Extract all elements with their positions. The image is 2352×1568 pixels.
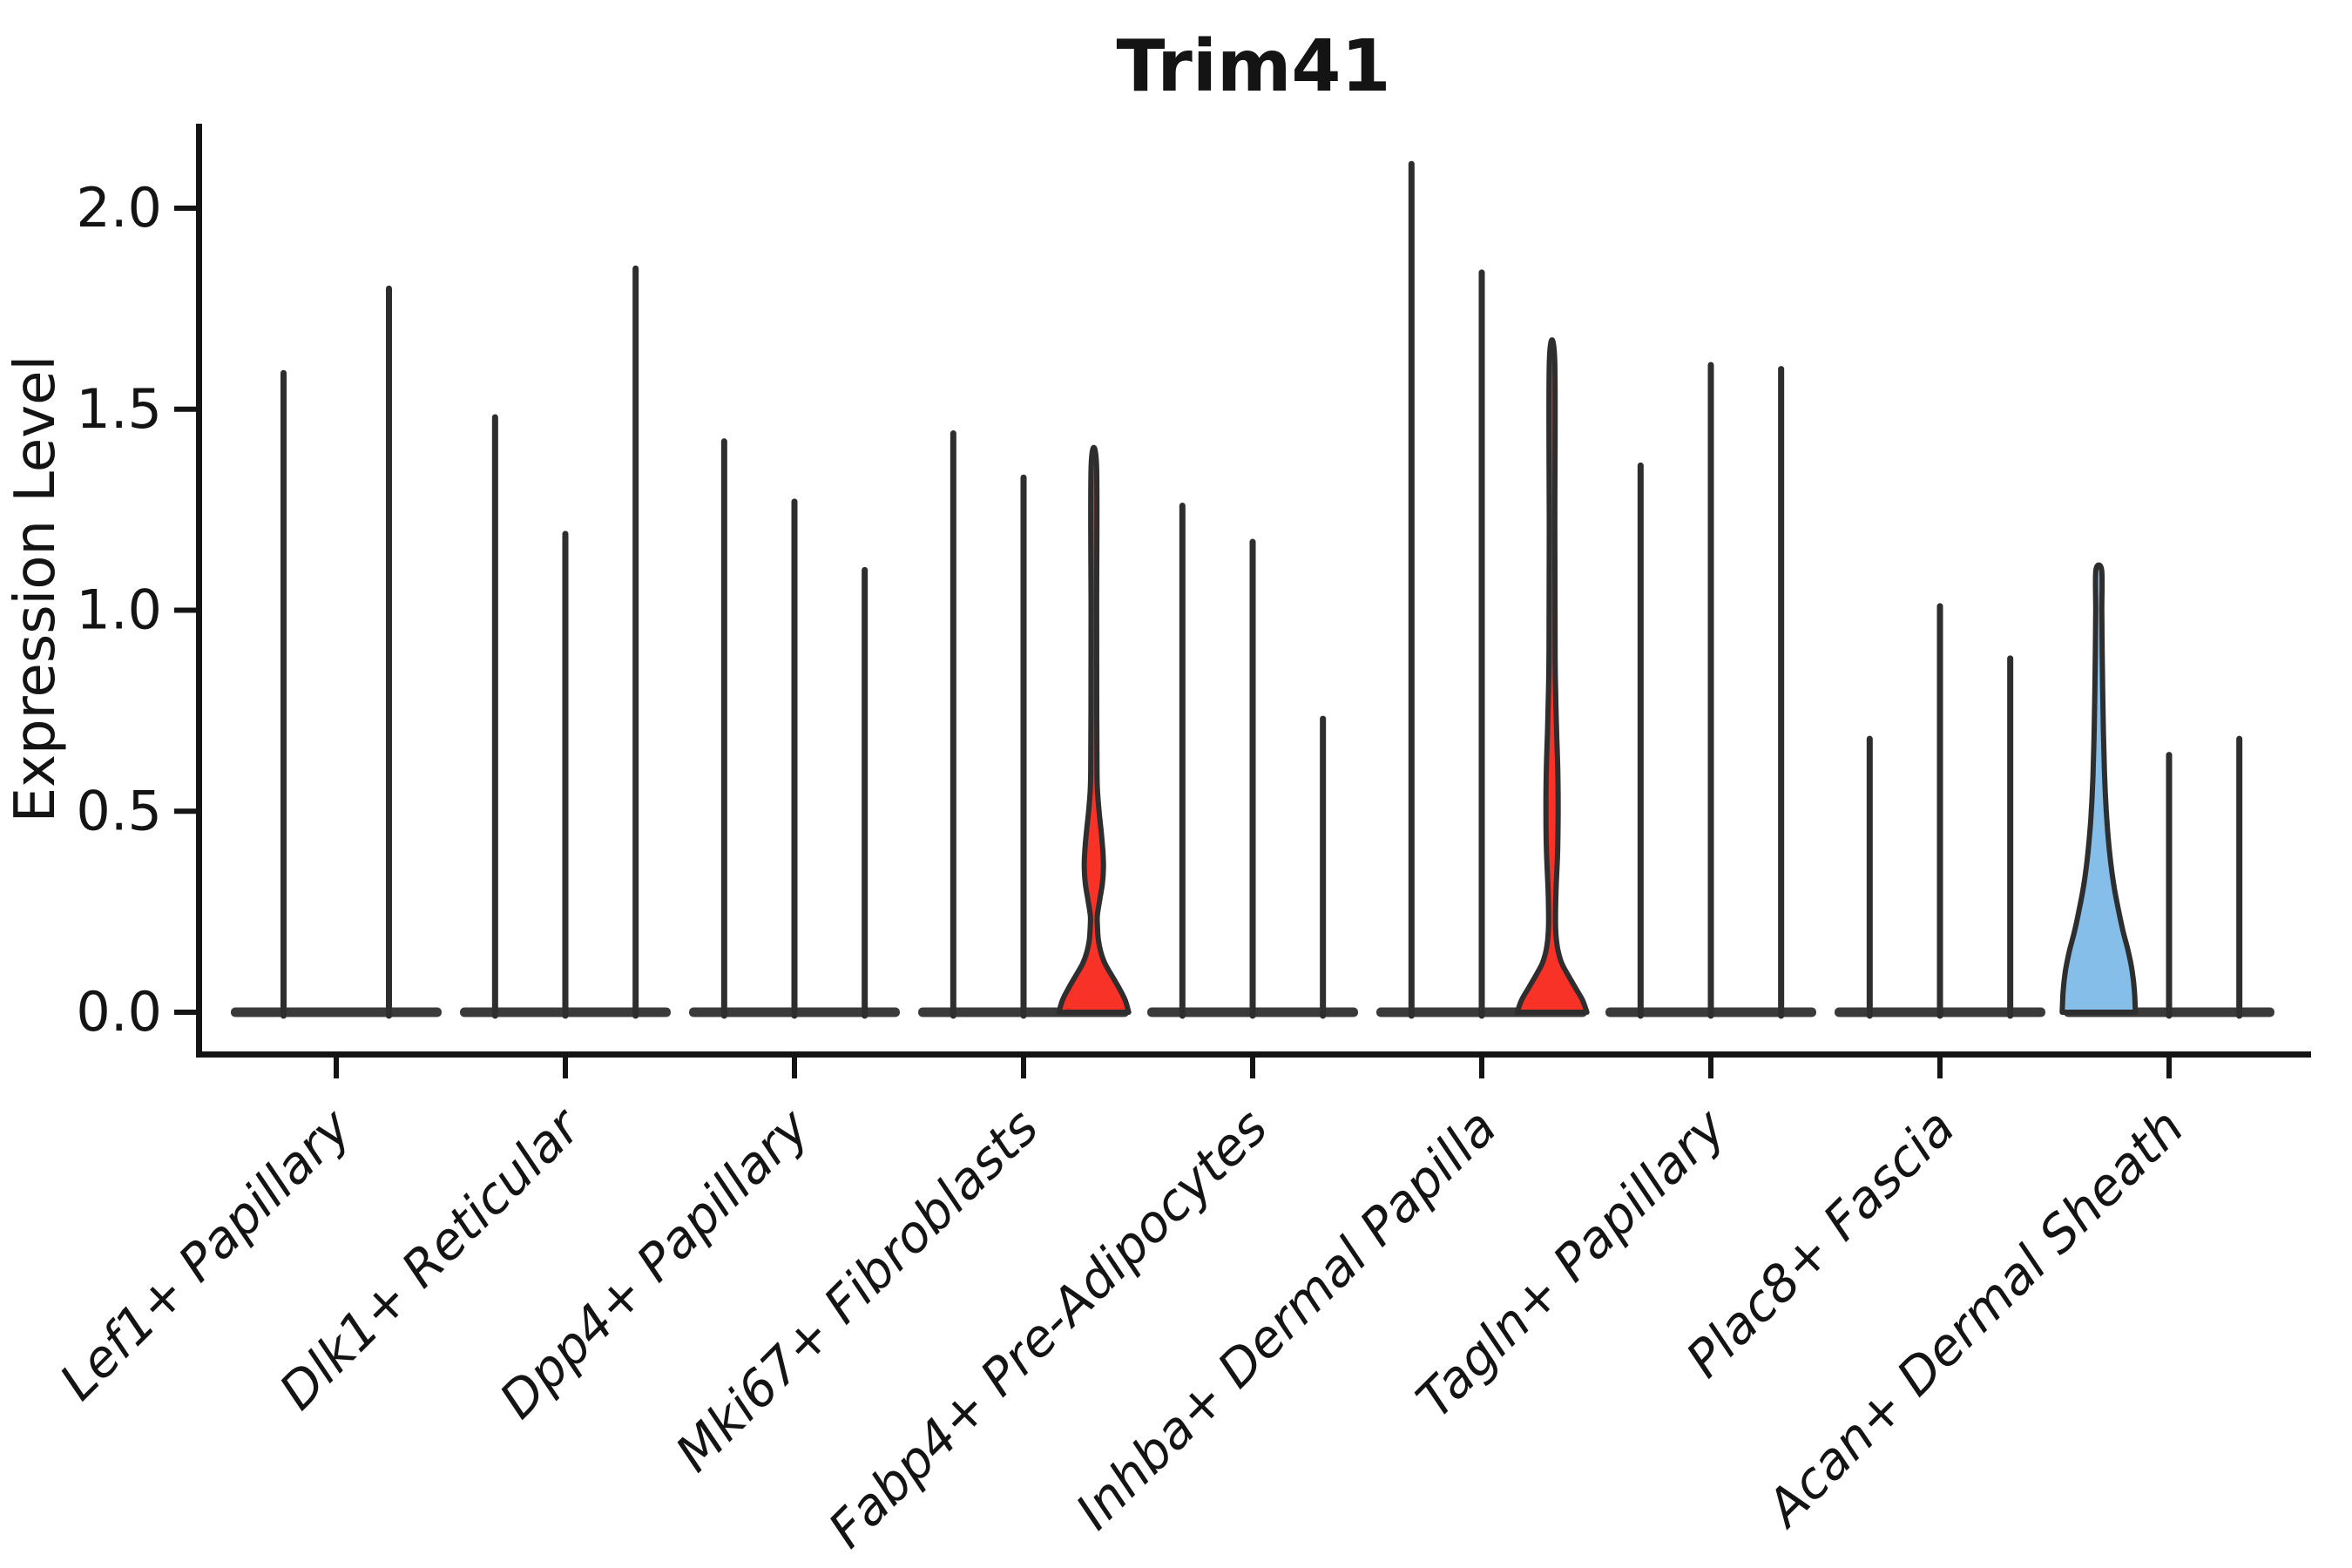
y-tick-mark	[174, 1010, 199, 1015]
y-tick-label: 2.0	[76, 176, 162, 240]
y-tick-mark	[174, 607, 199, 613]
chart-title: Trim41	[1116, 25, 1390, 108]
x-tick-mark	[1708, 1054, 1713, 1078]
violin-highlighted	[1514, 337, 1590, 1015]
y-tick-label: 0.0	[76, 980, 162, 1044]
y-tick-label: 1.5	[76, 377, 162, 441]
x-tick-label: Inhba+ Dermal Papilla	[1064, 1098, 1508, 1541]
x-tick-mark	[1479, 1054, 1484, 1078]
x-tick-mark	[792, 1054, 797, 1078]
zero-density-bar	[231, 1007, 442, 1017]
y-tick-label: 0.5	[76, 779, 162, 842]
y-tick-mark	[174, 808, 199, 814]
violin-highlighted	[1056, 444, 1132, 1015]
y-axis-label: Expression Level	[3, 355, 68, 823]
y-axis-spine	[196, 124, 202, 1057]
x-tick-mark	[2166, 1054, 2172, 1078]
y-tick-mark	[174, 406, 199, 412]
x-tick-mark	[1021, 1054, 1026, 1078]
y-tick-mark	[174, 206, 199, 211]
x-tick-mark	[334, 1054, 339, 1078]
violin-highlighted	[2059, 562, 2139, 1015]
x-tick-label: Acan+ Dermal Sheath	[1753, 1098, 2195, 1540]
x-tick-mark	[1250, 1054, 1255, 1078]
x-tick-label: Fabp4+ Pre-Adipocytes	[817, 1098, 1279, 1559]
x-tick-mark	[1937, 1054, 1943, 1078]
x-tick-mark	[563, 1054, 568, 1078]
y-tick-label: 1.0	[76, 578, 162, 642]
